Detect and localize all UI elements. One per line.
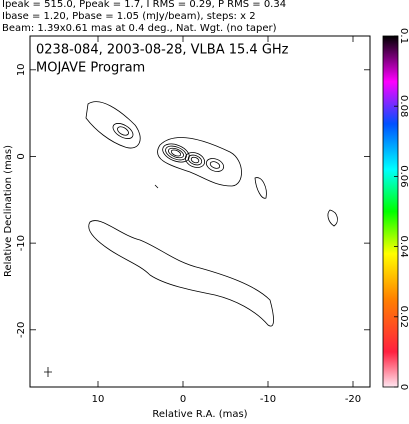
contours: [44, 101, 338, 377]
x-axis-label: Relative R.A. (mas): [152, 409, 247, 420]
plot-frame: [29, 35, 371, 388]
x-tick-label: -10: [260, 394, 276, 405]
colorbar-tick-label: 0.1: [398, 28, 409, 44]
header-line: Beam: 1.39x0.61 mas at 0.4 deg., Nat. Wg…: [2, 23, 277, 34]
y-axis-label: Relative Declination (mas): [3, 145, 14, 277]
colorbar-tick-label: 0.06: [398, 165, 409, 187]
header-line: Ibase = 1.20, Pbase = 1.05 (mJy/beam), s…: [2, 11, 256, 22]
y-tick-label: 0: [16, 153, 27, 159]
chart-subtitle: MOJAVE Program: [36, 61, 145, 76]
colorbar-tick-label: 0.02: [398, 306, 409, 328]
header-line: Ipeak = 515.0, Ppeak = 1.7, I RMS = 0.29…: [2, 0, 286, 10]
x-tick-label: 0: [180, 394, 186, 405]
y-tick-label: 10: [16, 63, 27, 76]
x-tick-label: -20: [345, 394, 361, 405]
colorbar-tick-label: 0.04: [398, 235, 409, 257]
y-tick-label: -10: [16, 235, 27, 251]
colorbar-tick-label: 0.08: [398, 95, 409, 117]
chart-title: 0238-084, 2003-08-28, VLBA 15.4 GHz: [36, 43, 289, 58]
colorbar-tick-label: 0: [398, 384, 409, 390]
x-tick-label: 10: [92, 394, 105, 405]
colorbar: [382, 35, 399, 388]
y-tick-label: -20: [16, 322, 27, 338]
